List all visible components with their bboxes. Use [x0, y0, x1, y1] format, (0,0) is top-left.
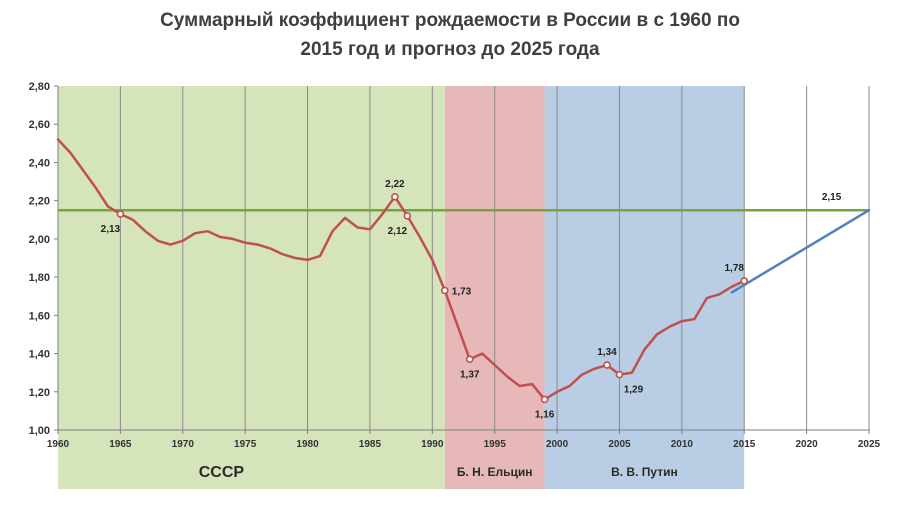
data-point-marker [465, 355, 474, 364]
x-tick-label: 1995 [484, 439, 507, 450]
y-tick-label: 2,80 [29, 81, 50, 93]
x-tick-label: 2000 [546, 439, 569, 450]
data-point-marker [116, 210, 125, 218]
period-label-0: СССР [199, 464, 245, 481]
x-tick-label: 2020 [795, 439, 818, 450]
x-tick-label: 2015 [733, 439, 756, 450]
data-label: 1,78 [724, 263, 744, 274]
y-tick-label: 1,20 [29, 387, 50, 399]
data-point-marker [615, 370, 624, 379]
data-point-marker [603, 361, 611, 369]
period-band-2 [544, 86, 745, 489]
x-tick-label: 1965 [109, 439, 132, 450]
period-band-0 [58, 86, 445, 489]
data-point-marker [540, 395, 549, 404]
chart-title: Суммарный коэффициент рождаемости в Росс… [0, 6, 900, 64]
y-tick-label: 1,00 [29, 425, 50, 437]
x-tick-label: 1975 [234, 439, 257, 450]
y-tick-label: 2,00 [29, 234, 50, 246]
data-label: 2,15 [822, 192, 842, 203]
series-line-0 [56, 138, 746, 401]
y-tick-label: 2,40 [29, 157, 50, 169]
data-label: 2,12 [388, 226, 408, 237]
y-tick-label: 2,60 [29, 119, 50, 131]
data-label: 1,73 [452, 286, 472, 297]
chart-title-line-2: 2015 год и прогноз до 2025 года [300, 39, 600, 60]
chart-title-line-1: Суммарный коэффициент рождаемости в Росс… [160, 10, 740, 31]
series-line-1 [730, 208, 871, 294]
data-point-marker [391, 193, 399, 201]
period-label-2: В. В. Путин [611, 465, 678, 479]
x-tick-label: 1985 [359, 439, 382, 450]
x-tick-label: 1990 [421, 439, 444, 450]
x-tick-label: 2005 [608, 439, 631, 450]
data-label: 2,13 [101, 224, 121, 235]
y-tick-label: 1,40 [29, 349, 50, 361]
data-label: 1,34 [597, 347, 617, 358]
data-point-marker [403, 212, 412, 220]
data-label: 2,22 [385, 179, 405, 190]
x-tick-label: 1960 [47, 439, 70, 450]
y-tick-label: 1,60 [29, 310, 50, 322]
x-tick-label: 2025 [858, 439, 881, 450]
period-label-1: Б. Н. Ельцин [457, 465, 533, 479]
data-label: 1,29 [624, 385, 644, 396]
x-tick-label: 1970 [172, 439, 195, 450]
x-tick-label: 2010 [671, 439, 694, 450]
y-tick-label: 2,20 [29, 196, 50, 208]
data-label: 1,16 [535, 409, 555, 420]
data-point-marker [440, 286, 449, 295]
data-point-marker [740, 277, 749, 285]
y-tick-label: 1,80 [29, 272, 50, 284]
data-label: 1,37 [460, 369, 480, 380]
x-tick-label: 1980 [296, 439, 319, 450]
